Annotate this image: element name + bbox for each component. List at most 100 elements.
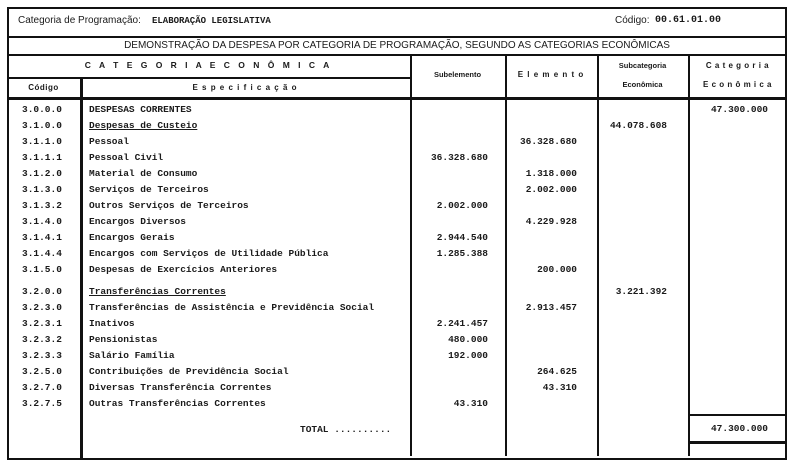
table-row: 3.1.3.2 Outros Serviços de Terceiros 2.002… [0,198,793,214]
especificacao-cell: Despesas de Custeio [89,120,198,131]
elemento-cell: 2.002.000 [525,184,577,195]
codigo-cell: 3.1.4.0 [22,216,62,227]
codigo-cell: 3.1.2.0 [22,168,62,179]
codigo-cell: 3.2.3.2 [22,334,62,345]
table-row: 3.1.4.0 Encargos Diversos 4.229.928 [0,214,793,230]
especificacao-cell: Transferências de Assistência e Previdên… [89,302,375,313]
header-subcategoria: Subcategoria [618,61,667,70]
header-elemento: E l e m e n t o [517,70,585,79]
divider [7,77,410,79]
especificacao-cell: Encargos com Serviços de Utilidade Públi… [89,248,329,259]
subcategoria-cell: 44.078.608 [609,120,667,131]
subelemento-cell: 480.000 [448,334,488,345]
especificacao-cell: Diversas Transferência Correntes [89,382,272,393]
subcategoria-cell: 3.221.392 [615,286,667,297]
especificacao-cell: Serviços de Terceiros [89,184,209,195]
codigo-cell: 3.1.0.0 [22,120,62,131]
codigo-cell: 3.0.0.0 [22,104,62,115]
elemento-cell: 264.625 [537,366,577,377]
codigo-cell: 3.2.0.0 [22,286,62,297]
table-row: 3.1.5.0 Despesas de Exercícios Anteriores… [0,262,793,278]
especificacao-cell: Despesas de Exercícios Anteriores [89,264,278,275]
subelemento-cell: 2.944.540 [436,232,488,243]
column-divider [597,54,599,456]
subelemento-cell: 36.328.680 [430,152,488,163]
document-frame [7,7,787,460]
table-row: 3.1.1.0 Pessoal 36.328.680 [0,134,793,150]
codigo-cell: 3.2.5.0 [22,366,62,377]
header-categoria-economica-col: E c o n ô m i c a [703,80,772,89]
especificacao-cell: Transferências Correntes [89,286,226,297]
divider [7,54,787,56]
elemento-cell: 36.328.680 [519,136,577,147]
table-row: 3.2.3.2 Pensionistas 480.000 [0,332,793,348]
codigo-cell: 3.1.3.0 [22,184,62,195]
table-row: 3.1.1.1 Pessoal Civil 36.328.680 [0,150,793,166]
codigo-cell: 3.1.3.2 [22,200,62,211]
table-row: 3.2.3.0 Transferências de Assistência e P… [0,300,793,316]
codigo-cell: 3.1.1.0 [22,136,62,147]
subelemento-cell: 192.000 [448,350,488,361]
header-categoria-economica: C A T E G O R I A E C O N Ô M I C A [84,60,333,70]
table-row: 3.2.7.5 Outras Transferências Correntes 43… [0,396,793,412]
table-row: 3.2.3.3 Salário Família 192.000 [0,348,793,364]
total-value: 47.300.000 [710,423,768,434]
header-subcategoria-economica: Econômica [622,80,663,89]
column-divider [688,54,690,456]
column-divider [505,54,507,456]
especificacao-cell: Contribuições de Previdência Social [89,366,289,377]
codigo-cell: 3.1.4.4 [22,248,62,259]
table-row: 3.1.2.0 Material de Consumo 1.318.000 [0,166,793,182]
codigo-cell: 3.2.7.5 [22,398,62,409]
column-divider [80,78,83,458]
codigo-cell: 3.1.1.1 [22,152,62,163]
subelemento-cell: 43.310 [453,398,488,409]
table-row: 3.1.3.0 Serviços de Terceiros 2.002.000 [0,182,793,198]
table-row: 3.1.0.0 Despesas de Custeio 44.078.608 [0,118,793,134]
elemento-cell: 2.913.457 [525,302,577,313]
category-value: ELABORAÇÃO LEGISLATIVA [152,16,271,26]
header-categoria: C a t e g o r i a [705,61,770,70]
especificacao-cell: Encargos Diversos [89,216,186,227]
code-value: 00.61.01.00 [655,15,722,26]
especificacao-cell: Encargos Gerais [89,232,175,243]
especificacao-cell: Material de Consumo [89,168,198,179]
table-row: 3.2.0.0 Transferências Correntes 3.221.392 [0,284,793,300]
categoria-cell: 47.300.000 [710,104,768,115]
total-label: TOTAL .......... [300,424,392,435]
especificacao-cell: Outras Transferências Correntes [89,398,266,409]
elemento-cell: 200.000 [537,264,577,275]
document-title: DEMONSTRAÇÃO DA DESPESA POR CATEGORIA DE… [124,40,670,51]
especificacao-cell: Inativos [89,318,135,329]
header-especificacao: E s p e c i f i c a ç ã o [192,83,298,92]
especificacao-cell: Pessoal Civil [89,152,164,163]
codigo-cell: 3.1.5.0 [22,264,62,275]
especificacao-cell: DESPESAS CORRENTES [89,104,192,115]
total-double-rule [690,441,785,444]
especificacao-cell: Salário Família [89,350,175,361]
codigo-cell: 3.2.3.3 [22,350,62,361]
header-divider [7,97,787,100]
table-row: 3.2.7.0 Diversas Transferência Correntes 4… [0,380,793,396]
especificacao-cell: Pensionistas [89,334,158,345]
column-divider [410,54,412,456]
codigo-cell: 3.1.4.1 [22,232,62,243]
header-codigo: Código [28,83,59,92]
header-subelemento: Subelemento [433,70,482,79]
code-label: Código: [615,15,650,26]
subelemento-cell: 2.241.457 [436,318,488,329]
subelemento-cell: 1.285.388 [436,248,488,259]
codigo-cell: 3.2.3.0 [22,302,62,313]
subelemento-cell: 2.002.000 [436,200,488,211]
table-row: 3.2.3.1 Inativos 2.241.457 [0,316,793,332]
divider [7,36,787,38]
table-row: 3.2.5.0 Contribuições de Previdência Soci… [0,364,793,380]
elemento-cell: 4.229.928 [525,216,577,227]
especificacao-cell: Outros Serviços de Terceiros [89,200,249,211]
codigo-cell: 3.2.3.1 [22,318,62,329]
table-row: 3.1.4.4 Encargos com Serviços de Utilidad… [0,246,793,262]
elemento-cell: 43.310 [542,382,577,393]
table-row: 3.0.0.0 DESPESAS CORRENTES 47.300.000 [0,102,793,118]
especificacao-cell: Pessoal [89,136,129,147]
codigo-cell: 3.2.7.0 [22,382,62,393]
